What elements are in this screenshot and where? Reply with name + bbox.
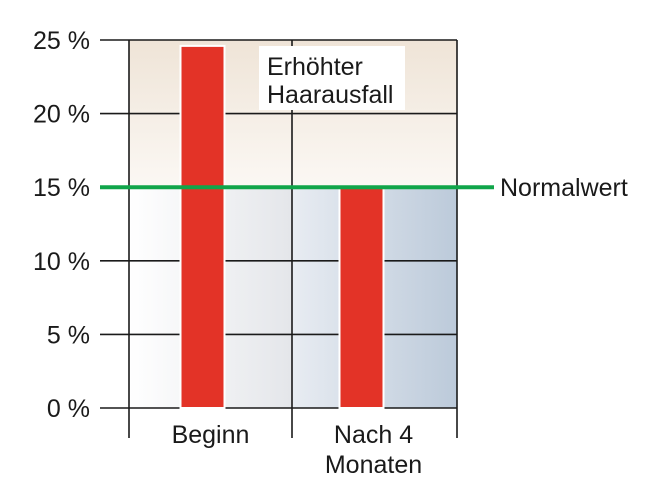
- bar: [179, 44, 226, 409]
- bar: [338, 186, 385, 409]
- category-label: Beginn: [172, 421, 250, 449]
- category-labels: Beginn Nach 4 Monaten: [172, 421, 423, 479]
- y-tick-label: 10 %: [33, 248, 90, 276]
- y-tick-labels: 0 % 5 % 10 % 15 % 20 % 25 %: [33, 27, 90, 423]
- y-tick-label: 0 %: [47, 395, 90, 423]
- y-tick-label: 25 %: [33, 27, 90, 55]
- zone-label-background: [259, 46, 405, 110]
- y-tick-label: 5 %: [47, 321, 90, 349]
- reference-line-label: Normalwert: [500, 174, 628, 202]
- y-tick-label: 15 %: [33, 174, 90, 202]
- y-tick-label: 20 %: [33, 101, 90, 129]
- zone-label: Erhöhter Haarausfall: [267, 53, 393, 109]
- bars: [179, 44, 385, 409]
- category-label: Nach 4 Monaten: [325, 421, 422, 479]
